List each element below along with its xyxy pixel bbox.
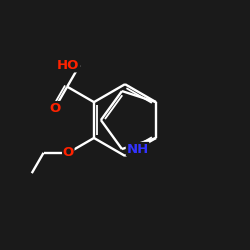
- Text: HO: HO: [57, 59, 80, 72]
- Text: O: O: [63, 146, 74, 159]
- Text: O: O: [49, 102, 60, 114]
- Text: NH: NH: [126, 142, 149, 156]
